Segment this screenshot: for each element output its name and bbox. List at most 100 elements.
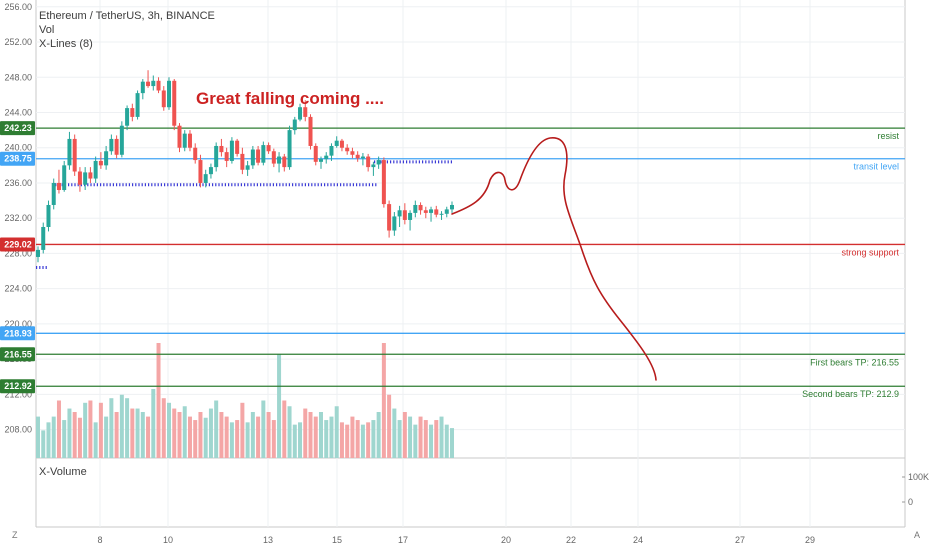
candle-body	[245, 165, 250, 170]
volume-bar	[313, 416, 318, 458]
candle-body	[313, 145, 318, 162]
volume-bar	[172, 408, 177, 458]
candle-body	[46, 204, 51, 227]
candle-body	[397, 210, 402, 217]
volume-bar	[109, 398, 114, 458]
volume-bar	[83, 402, 88, 458]
volume-bar	[151, 389, 156, 458]
volume-bar	[156, 343, 161, 458]
candle-body	[67, 138, 72, 166]
indicator-xlines-label[interactable]: X-Lines (8)	[39, 38, 93, 50]
x-tick-label: 29	[805, 535, 815, 545]
candle-body	[114, 138, 119, 155]
volume-bar	[350, 416, 355, 458]
volume-bar	[229, 422, 234, 458]
price-axis-label-bg	[0, 326, 35, 341]
candle-body	[72, 138, 77, 172]
plot-area	[36, 0, 905, 527]
volume-bar	[72, 412, 77, 458]
volume-bar	[140, 412, 145, 458]
candle-body	[350, 151, 355, 155]
price-axis-label-bg	[0, 237, 35, 252]
y-tick-label: 244.00	[4, 108, 32, 118]
volume-bar	[250, 412, 255, 458]
candle-body	[156, 80, 161, 91]
candle-body	[224, 152, 229, 161]
auto-scale-corner[interactable]: A	[914, 530, 921, 540]
candle-body	[371, 164, 376, 168]
candle-body	[423, 210, 428, 213]
volume-bar	[256, 416, 261, 458]
candle-body	[235, 140, 240, 154]
volume-bar	[98, 402, 103, 458]
candle-body	[381, 160, 386, 205]
volume-bar	[397, 420, 402, 458]
x-tick-label: 10	[163, 535, 173, 545]
y-tick-label: 256.00	[4, 2, 32, 12]
candle-body	[256, 149, 261, 163]
candle-body	[161, 90, 166, 108]
volume-bar	[198, 412, 203, 458]
indicator-vol-label[interactable]: Vol	[39, 24, 55, 36]
volume-bar	[439, 416, 444, 458]
x-tick-label: 20	[501, 535, 511, 545]
price-axis-label-bg	[0, 151, 35, 166]
volume-bar	[444, 424, 449, 458]
candle-body	[345, 147, 350, 152]
volume-bar	[208, 408, 213, 458]
zoom-corner-left[interactable]: Z	[12, 530, 18, 540]
volume-bar	[167, 402, 172, 458]
volume-bar	[114, 412, 119, 458]
x-tick-label: 17	[398, 535, 408, 545]
y-tick-label: 240.00	[4, 143, 32, 153]
candle-body	[240, 153, 245, 170]
volume-bar	[219, 412, 224, 458]
volume-bar	[318, 412, 323, 458]
volume-bar	[418, 416, 423, 458]
volume-bar	[266, 412, 271, 458]
candle-body	[109, 138, 114, 152]
candle-body	[151, 80, 156, 87]
volume-bar	[366, 422, 371, 458]
candle-body	[298, 107, 303, 120]
candle-body	[130, 108, 135, 117]
candle-body	[271, 151, 276, 164]
sub-pane-label[interactable]: X-Volume	[39, 466, 87, 478]
volume-bar	[235, 420, 240, 458]
volume-bar	[450, 428, 454, 458]
volume-bar	[261, 400, 266, 458]
y-tick-label: 224.00	[4, 284, 32, 294]
price-axis-label: 242.23	[4, 123, 32, 133]
volume-bar	[245, 422, 250, 458]
candle-body	[450, 204, 454, 210]
price-axis-label-bg	[0, 379, 35, 394]
volume-bar	[434, 420, 439, 458]
volume-bar	[392, 408, 397, 458]
volume-bar	[62, 420, 67, 458]
candle-body	[93, 160, 98, 179]
volume-bar	[277, 354, 282, 458]
volume-bar	[130, 408, 135, 458]
candle-body	[146, 81, 151, 87]
candle-body	[329, 145, 334, 156]
level-note: transit level	[853, 162, 899, 172]
volume-bar	[271, 420, 276, 458]
candle-body	[429, 209, 434, 213]
candle-body	[98, 160, 103, 166]
volume-bar	[193, 420, 198, 458]
volume-bar	[135, 408, 140, 458]
volume-bar	[292, 424, 297, 458]
candle-body	[366, 156, 371, 168]
level-note: Second bears TP: 212.9	[802, 389, 899, 399]
volume-bar	[402, 412, 407, 458]
price-axis-label-bg	[0, 121, 35, 136]
volume-bar	[429, 424, 434, 458]
y-tick-label: 236.00	[4, 178, 32, 188]
volume-bar	[240, 402, 245, 458]
candle-body	[83, 172, 88, 185]
candle-body	[402, 210, 407, 220]
price-axis-label-bg	[0, 347, 35, 362]
volume-bar	[334, 406, 339, 458]
x-tick-label: 27	[735, 535, 745, 545]
